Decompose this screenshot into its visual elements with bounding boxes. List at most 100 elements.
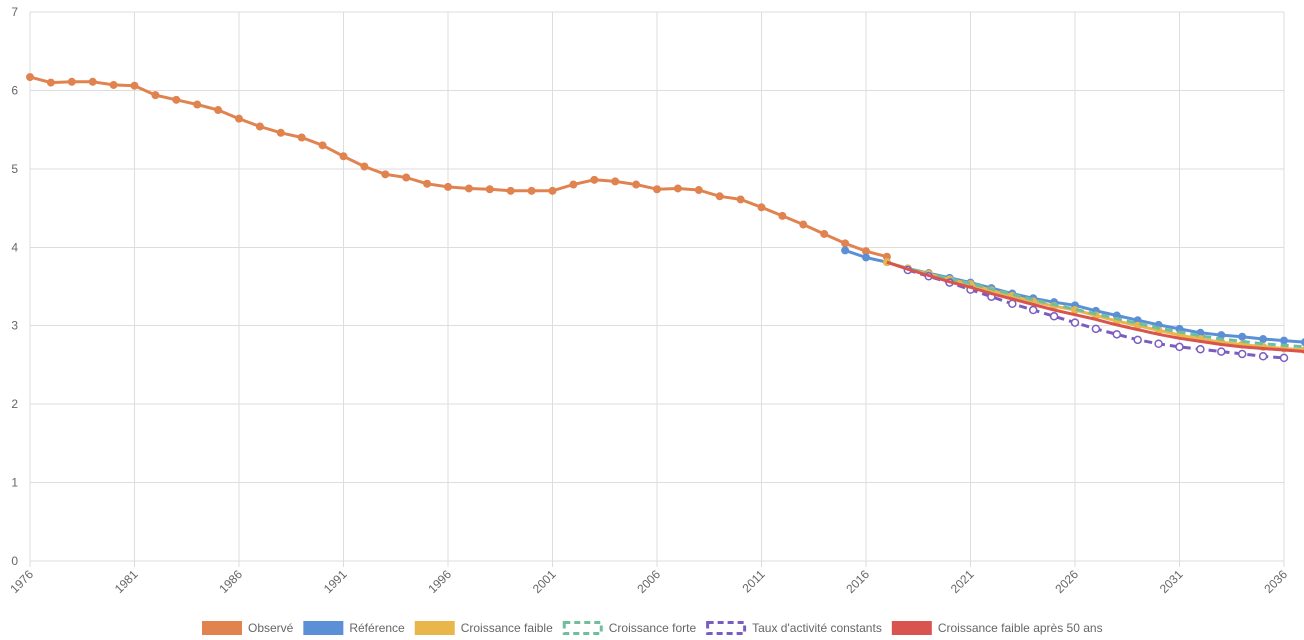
legend-item[interactable]: Croissance forte [562, 621, 697, 635]
data-point [820, 229, 829, 238]
y-tick-label: 4 [11, 240, 18, 254]
data-point [193, 100, 202, 109]
data-point [799, 220, 808, 229]
data-point [318, 141, 327, 150]
data-point [1217, 347, 1226, 356]
data-point [464, 184, 473, 193]
x-tick-label: 2011 [739, 567, 767, 595]
data-point [235, 114, 243, 123]
legend-label: Croissance faible après 50 ans [938, 621, 1103, 635]
x-tick-label: 1981 [112, 567, 141, 596]
legend-item[interactable]: Observé [202, 621, 294, 635]
x-tick-label: 1976 [7, 567, 36, 596]
data-point [653, 185, 661, 194]
legend-swatch [303, 621, 344, 635]
chart-grid [29, 11, 1285, 567]
data-point [46, 78, 55, 87]
legend-swatch [562, 621, 603, 635]
data-point [862, 253, 870, 262]
data-point [360, 162, 369, 171]
y-tick-label: 7 [11, 5, 18, 19]
legend-swatch [414, 621, 455, 635]
data-point [569, 180, 578, 189]
series-line [886, 260, 1304, 349]
legend-swatch [202, 621, 242, 635]
data-point [402, 173, 411, 182]
legend-swatch [706, 621, 747, 635]
data-point [1008, 299, 1017, 309]
data-point [757, 203, 766, 212]
data-point [1196, 344, 1205, 354]
series-1 [841, 246, 1304, 347]
legend-label: Croissance forte [609, 621, 697, 635]
x-tick-label: 2036 [1261, 567, 1290, 596]
data-point [548, 186, 557, 195]
data-point [26, 73, 34, 82]
data-point [109, 80, 118, 89]
y-tick-label: 6 [11, 83, 18, 97]
legend-item[interactable]: Croissance faible après 50 ans [891, 621, 1103, 635]
data-point [255, 122, 264, 131]
series-line [29, 75, 888, 259]
y-tick-label: 2 [11, 397, 18, 411]
data-point [1300, 338, 1304, 347]
data-point [1175, 342, 1184, 352]
data-point [778, 211, 787, 220]
data-point [67, 77, 76, 86]
data-point [1237, 349, 1247, 359]
data-point [88, 77, 97, 86]
legend-label: Référence [349, 621, 405, 635]
legend-label: Croissance faible [461, 621, 553, 635]
x-tick-label: 2016 [843, 567, 872, 596]
data-point [673, 184, 682, 193]
chart-axes: 0 1 2 3 4 5 6 7 1976 1981 1986 1991 1996 2001 2006 2011… [7, 5, 1290, 596]
data-point [297, 133, 306, 142]
data-point [506, 186, 515, 195]
x-tick-label: 2001 [530, 567, 559, 596]
data-point [841, 239, 850, 248]
data-point [1133, 335, 1142, 345]
data-point [632, 180, 641, 189]
data-point [1280, 336, 1288, 345]
data-point [1049, 312, 1059, 321]
data-point [1258, 352, 1268, 361]
data-point [736, 195, 745, 204]
legend-item[interactable]: Taux d'activité constants [706, 621, 882, 635]
x-tick-label: 2021 [948, 567, 977, 596]
data-point [715, 192, 724, 201]
series-5 [886, 260, 1304, 354]
legend-item[interactable]: Croissance faible [414, 621, 553, 635]
y-tick-label: 1 [11, 476, 18, 490]
data-point [841, 246, 850, 255]
data-point [423, 179, 432, 188]
series-line [886, 260, 1304, 354]
y-tick-label: 3 [11, 319, 18, 333]
data-point [276, 128, 285, 137]
data-point [1070, 318, 1080, 327]
data-point [214, 106, 223, 115]
chart-legend: Observé Référence Croissance faible Croissa… [202, 621, 1103, 635]
y-tick-label: 0 [11, 554, 18, 568]
legend-item[interactable]: Référence [303, 621, 405, 635]
chart-series [26, 73, 1304, 363]
data-point [151, 91, 160, 100]
x-tick-label: 1991 [321, 567, 350, 596]
data-point [1112, 330, 1122, 339]
data-point [339, 152, 348, 161]
data-point [381, 170, 390, 179]
legend-label: Observé [248, 621, 294, 635]
data-point [590, 175, 599, 184]
data-point [485, 185, 494, 194]
data-point [611, 177, 620, 186]
data-point [1279, 353, 1289, 363]
data-point [527, 186, 536, 195]
x-tick-label: 1996 [425, 567, 454, 596]
data-point [130, 81, 139, 90]
data-point [694, 186, 703, 195]
data-point [444, 182, 452, 191]
series-0 [26, 73, 891, 261]
legend-label: Taux d'activité constants [752, 621, 882, 635]
data-point [1238, 332, 1247, 341]
x-tick-label: 2026 [1052, 567, 1081, 596]
